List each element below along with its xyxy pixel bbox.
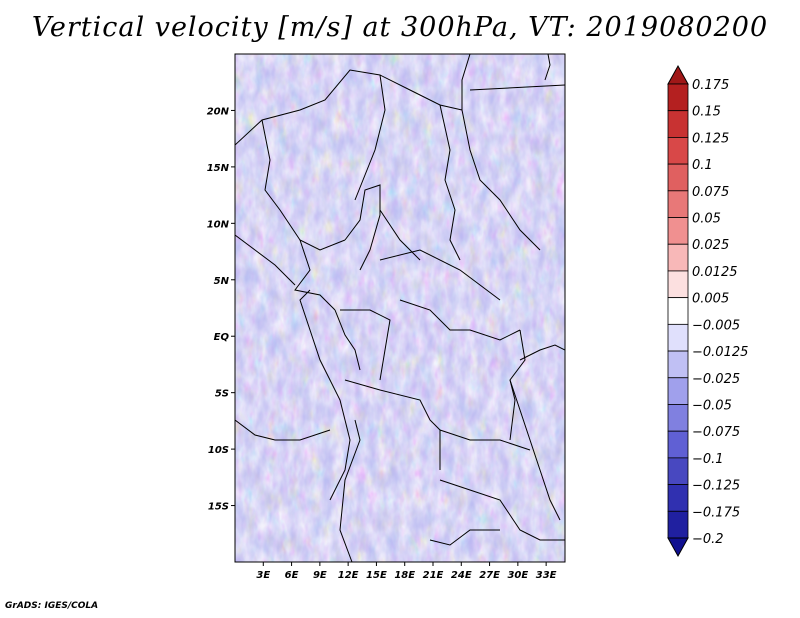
lon-tick-label: 9E [313,570,327,581]
longitude-ticks: 3E 6E 9E 12E 15E 18E 21E 24E 27E 30E 33E [256,562,557,581]
colorbar-label: −0.025 [692,372,740,387]
colorbar-label: −0.175 [692,505,740,520]
colorbar-label: −0.125 [692,479,740,494]
country-borders [235,54,565,562]
map-frame [234,53,566,563]
colorbar-segment [667,270,689,299]
colorbar-segment [667,217,689,245]
colorbar-segment [667,377,689,405]
colorbar-label: 0.15 [692,105,721,120]
colorbar-label: 0.125 [692,131,729,146]
colorbar: 0.175 0.15 0.125 0.1 0.075 0.05 0.025 0.0125 0.0… [667,64,748,558]
colorbar-label: 0.1 [692,158,713,173]
colorbar-label: −0.05 [692,398,732,413]
colorbar-segment [667,484,689,512]
map-title: Vertical velocity [m/s] at 300hPa, VT: 2… [31,12,769,43]
colorbar-segment [667,510,689,539]
lon-tick-label: 15E [366,570,387,581]
colorbar-label: −0.2 [692,532,724,547]
lon-tick-label: 3E [256,570,270,581]
lat-tick-label: 5N [214,276,230,287]
colorbar-max-arrow [667,64,689,85]
colorbar-segment [667,243,689,272]
colorbar-segment [667,350,689,379]
colorbar-label: −0.0125 [692,345,748,360]
lon-tick-label: 21E [423,570,444,581]
colorbar-segment [667,323,689,352]
lon-tick-label: 12E [338,570,359,581]
lat-tick-label: 15N [207,163,230,174]
colorbar-label: 0.005 [692,292,729,307]
colorbar-label: −0.005 [692,318,740,333]
colorbar-label: 0.025 [692,238,729,253]
colorbar-segment [667,83,689,112]
colorbar-segment [667,404,689,432]
colorbar-label: 0.075 [692,185,729,200]
lon-tick-label: 24E [451,570,472,581]
colorbar-min-arrow [667,537,689,558]
latitude-ticks: 20N 15N 10N 5N EQ 5S 10S 15S [207,106,235,513]
colorbar-label: −0.075 [692,425,740,440]
colorbar-label: 0.0125 [692,265,738,280]
lon-tick-label: 6E [285,570,299,581]
colorbar-segment [667,430,689,459]
lat-tick-label: 20N [207,106,230,117]
colorbar-label: −0.1 [692,452,724,467]
colorbar-segment [667,190,689,218]
footer-credit: GrADS: IGES/COLA [5,601,99,611]
colorbar-label: 0.175 [692,78,729,93]
lat-tick-label: EQ [214,332,230,343]
lon-tick-label: 33E [536,570,557,581]
lat-tick-label: 10S [208,445,229,456]
lon-tick-label: 18E [394,570,415,581]
colorbar-segment [667,137,689,165]
colorbar-segment [667,457,689,485]
lon-tick-label: 30E [507,570,528,581]
lat-tick-label: 15S [208,502,229,513]
lat-tick-label: 10N [207,219,230,230]
lat-tick-label: 5S [215,389,229,400]
colorbar-label: 0.05 [692,212,721,227]
lon-tick-label: 27E [479,570,500,581]
velocity-field [235,54,565,562]
colorbar-segment [667,110,689,138]
colorbar-segment [667,297,689,325]
colorbar-segment [667,163,689,192]
